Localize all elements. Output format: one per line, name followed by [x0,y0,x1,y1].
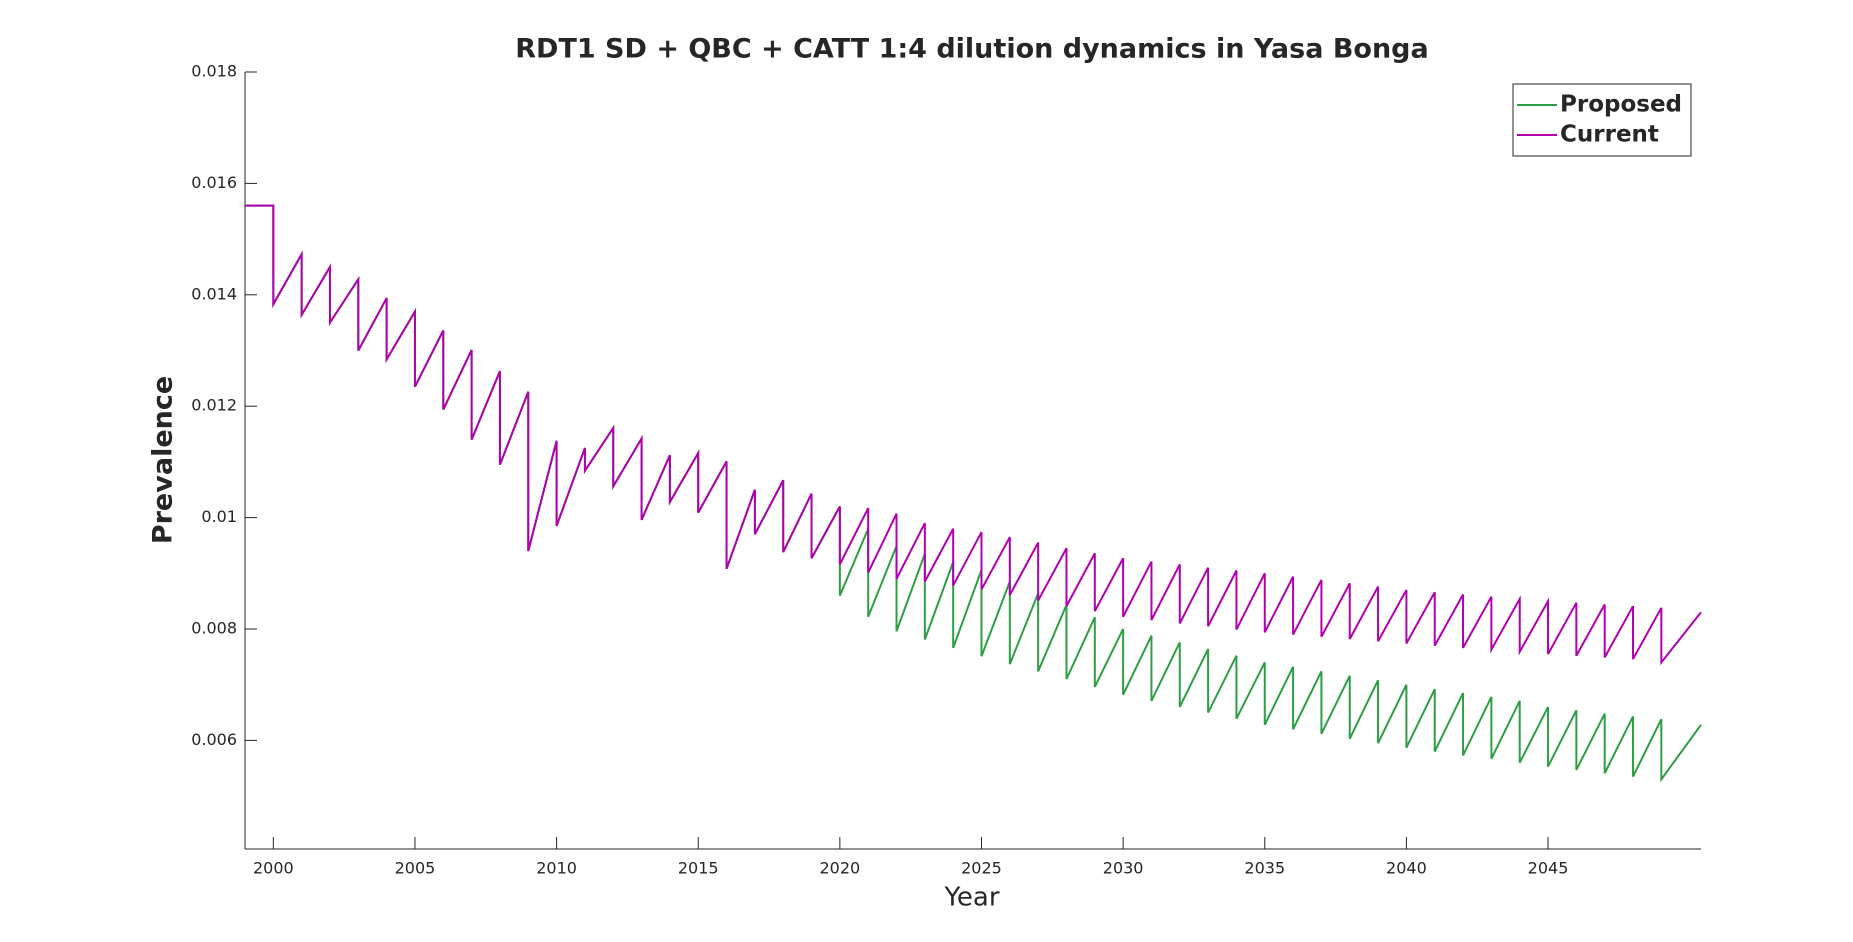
series-line [245,204,1702,666]
y-tick-label: 0.018 [191,62,237,81]
legend-label: Proposed [1560,92,1682,118]
x-tick-label: 2005 [395,859,436,878]
y-tick-label: 0.014 [191,284,237,303]
legend-box [1512,83,1692,157]
x-axis-label: Year [943,883,999,913]
y-tick-label: 0.016 [191,173,237,192]
y-tick-label: 0.006 [191,730,237,749]
y-tick-label: 0.01 [201,507,237,526]
legend-label: Current [1560,122,1659,148]
y-tick-label: 0.008 [191,618,237,637]
x-tick-label: 2000 [253,859,294,878]
y-axis-label: Prevalence [148,376,179,544]
x-tick-label: 2035 [1244,859,1285,878]
chart-title: RDT1 SD + QBC + CATT 1:4 dilution dynami… [515,34,1428,65]
y-tick-label: 0.012 [191,396,237,415]
x-tick-label: 2015 [678,859,719,878]
x-tick-label: 2010 [536,859,577,878]
x-tick-label: 2045 [1528,859,1569,878]
x-tick-label: 2030 [1103,859,1144,878]
x-tick-label: 2020 [820,859,861,878]
x-tick-label: 2025 [961,859,1002,878]
x-tick-label: 2040 [1386,859,1427,878]
